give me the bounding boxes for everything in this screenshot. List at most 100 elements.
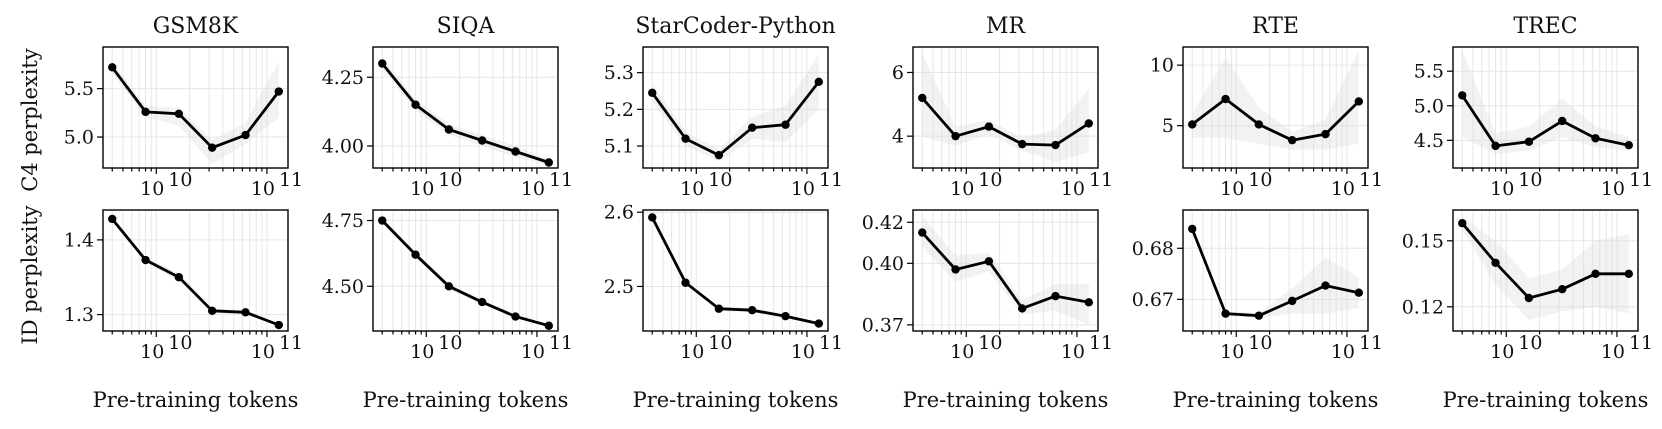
x-axis-label: Pre-training tokens <box>633 388 839 412</box>
data-point <box>378 216 387 225</box>
x-tick-label: 10 <box>1220 341 1244 363</box>
x-tick-exponent: 11 <box>1629 169 1653 191</box>
data-point <box>544 321 554 330</box>
data-point <box>1458 219 1467 228</box>
x-tick-exponent: 11 <box>1359 169 1383 191</box>
y-tick-label: 2.5 <box>604 276 634 298</box>
x-tick-label: 10 <box>140 178 164 200</box>
data-point <box>174 273 184 282</box>
axes-frame <box>102 46 289 169</box>
data-point <box>1084 298 1094 307</box>
y-tick-label: 0.40 <box>862 253 904 275</box>
x-tick-exponent: 11 <box>1359 332 1383 354</box>
data-point <box>1591 269 1600 278</box>
data-point <box>1321 129 1330 139</box>
data-point <box>1491 258 1500 267</box>
data-point <box>511 312 520 321</box>
x-tick-exponent: 10 <box>168 332 192 354</box>
data-point <box>747 306 757 315</box>
x-tick-label: 10 <box>1490 341 1514 363</box>
panel-title: TREC <box>1513 14 1577 39</box>
data-point <box>1557 116 1567 126</box>
data-point <box>1287 296 1297 306</box>
series-line <box>1190 228 1360 318</box>
data-point <box>1017 139 1027 149</box>
data-point <box>1051 291 1060 301</box>
data-point <box>1084 119 1094 128</box>
y-tick-label: 0.68 <box>1132 238 1174 260</box>
x-tick-exponent: 11 <box>1089 169 1113 191</box>
panel-title: StarCoder-Python <box>635 14 835 39</box>
axes-frame <box>1452 209 1639 332</box>
y-tick-label: 5.0 <box>64 127 94 149</box>
data-point <box>274 320 284 330</box>
data-point <box>1287 135 1297 145</box>
axes-frame <box>372 46 559 169</box>
data-point <box>1624 269 1634 278</box>
data-point <box>378 59 387 68</box>
data-point <box>681 278 690 287</box>
x-axis-label: Pre-training tokens <box>363 388 569 412</box>
x-tick-exponent: 10 <box>1248 332 1272 354</box>
x-tick-label: 10 <box>1061 178 1085 200</box>
x-axis-label: Pre-training tokens <box>903 388 1109 412</box>
data-point <box>814 319 824 328</box>
axes-frame <box>912 209 1099 332</box>
x-tick-label: 10 <box>140 341 164 363</box>
confidence-band <box>382 217 549 328</box>
y-tick-label: 5.3 <box>604 62 634 84</box>
x-tick-label: 10 <box>251 341 275 363</box>
data-point <box>781 311 790 321</box>
series-line <box>111 218 280 327</box>
data-point <box>714 304 724 313</box>
x-axis-label: Pre-training tokens <box>93 388 299 412</box>
x-tick-label: 10 <box>680 178 704 200</box>
x-tick-label: 10 <box>251 178 275 200</box>
y-tick-label: 0.67 <box>1132 289 1174 311</box>
confidence-band <box>652 54 819 161</box>
data-point <box>918 228 927 237</box>
data-point <box>444 125 454 134</box>
data-point <box>174 109 184 118</box>
data-point <box>274 87 284 96</box>
x-tick-exponent: 11 <box>1089 332 1113 354</box>
data-point <box>1491 141 1500 151</box>
ylabel-row1: C4 perplexity <box>18 48 42 192</box>
x-tick-label: 10 <box>1601 341 1625 363</box>
data-point <box>108 214 117 224</box>
data-point <box>648 88 657 98</box>
data-point <box>1557 285 1567 294</box>
x-tick-label: 10 <box>521 178 545 200</box>
data-point <box>714 150 724 160</box>
series-line <box>1191 97 1360 142</box>
data-point <box>814 77 824 87</box>
data-point <box>648 213 657 222</box>
y-tick-label: 5 <box>1162 115 1174 137</box>
series-line <box>921 96 1090 147</box>
data-point <box>207 143 217 152</box>
x-tick-label: 10 <box>1490 178 1514 200</box>
data-point <box>1524 137 1534 146</box>
x-tick-exponent: 11 <box>279 332 303 354</box>
x-tick-label: 10 <box>680 341 704 363</box>
data-point <box>1321 281 1330 290</box>
axes-frame <box>912 46 1099 169</box>
x-tick-exponent: 10 <box>708 332 732 354</box>
y-tick-label: 4 <box>892 126 904 148</box>
x-tick-label: 10 <box>950 341 974 363</box>
x-tick-exponent: 11 <box>819 332 843 354</box>
axes-frame <box>1182 46 1369 169</box>
data-point <box>1624 140 1634 150</box>
data-point <box>781 120 790 129</box>
data-point <box>207 306 217 316</box>
y-tick-label: 4.00 <box>322 136 364 158</box>
data-point <box>444 282 454 291</box>
